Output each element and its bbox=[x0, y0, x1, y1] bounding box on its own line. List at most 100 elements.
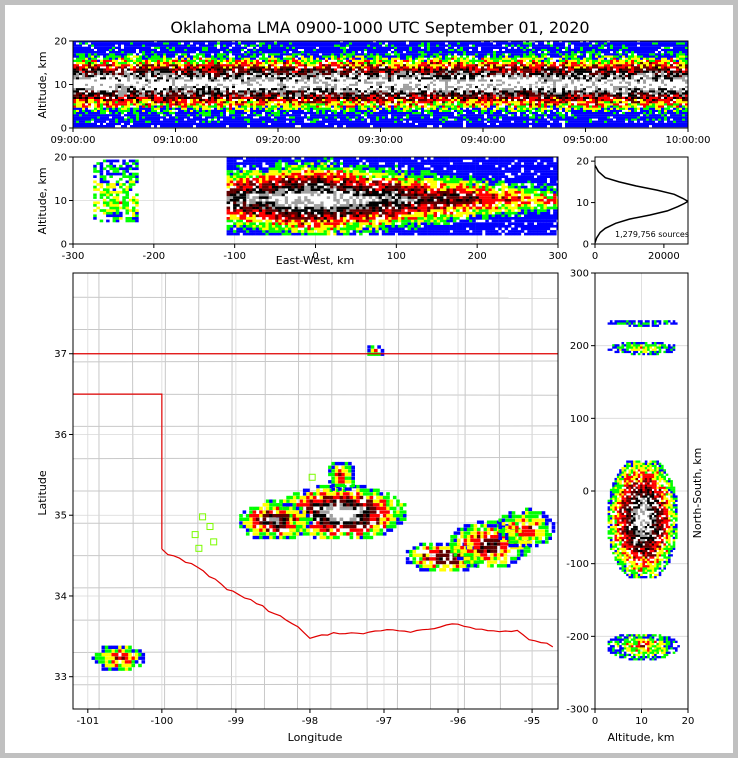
density-cell bbox=[130, 111, 133, 115]
density-cell bbox=[316, 53, 319, 56]
density-cell bbox=[199, 98, 202, 102]
density-cell bbox=[91, 61, 94, 65]
density-cell bbox=[283, 94, 286, 97]
density-cell bbox=[331, 88, 334, 91]
density-cell bbox=[256, 92, 259, 95]
density-cell bbox=[322, 111, 325, 115]
density-cell bbox=[313, 42, 316, 45]
density-cell bbox=[439, 57, 442, 60]
density-cell bbox=[127, 94, 130, 97]
density-cell bbox=[241, 55, 244, 58]
density-cell bbox=[223, 44, 226, 47]
density-cell bbox=[145, 107, 148, 110]
density-cell bbox=[109, 92, 112, 95]
density-cell bbox=[160, 98, 163, 102]
density-cell bbox=[370, 79, 373, 82]
density-cell bbox=[361, 105, 364, 108]
density-cell bbox=[415, 51, 418, 54]
density-cell bbox=[76, 105, 79, 108]
density-cell bbox=[211, 109, 214, 112]
density-cell bbox=[385, 41, 388, 43]
density-cell bbox=[232, 66, 235, 69]
density-cell bbox=[397, 64, 400, 67]
density-cell bbox=[163, 70, 166, 73]
density-cell bbox=[385, 53, 388, 56]
density-cell bbox=[247, 61, 250, 65]
density-cell bbox=[469, 79, 472, 82]
density-cell bbox=[403, 55, 406, 58]
density-cell bbox=[202, 44, 205, 47]
density-cell bbox=[331, 120, 334, 123]
density-cell bbox=[478, 55, 481, 58]
density-cell bbox=[289, 107, 292, 110]
density-cell bbox=[100, 53, 103, 56]
density-cell bbox=[394, 64, 397, 67]
density-cell bbox=[271, 51, 274, 54]
density-cell bbox=[277, 120, 280, 123]
density-cell bbox=[463, 46, 466, 49]
density-cell bbox=[106, 57, 109, 60]
density-cell bbox=[235, 120, 238, 123]
density-cell bbox=[400, 64, 403, 67]
density-cell bbox=[310, 74, 313, 78]
density-cell bbox=[400, 61, 403, 65]
density-cell bbox=[274, 88, 277, 91]
density-cell bbox=[454, 96, 457, 99]
density-cell bbox=[88, 101, 91, 104]
density-cell bbox=[241, 98, 244, 102]
density-cell bbox=[334, 111, 337, 115]
density-cell bbox=[202, 74, 205, 78]
density-cell bbox=[271, 107, 274, 110]
density-cell bbox=[235, 79, 238, 82]
density-cell bbox=[217, 64, 220, 67]
density-cell bbox=[433, 68, 436, 71]
density-cell bbox=[79, 74, 82, 78]
density-cell bbox=[436, 64, 439, 67]
density-cell bbox=[346, 68, 349, 71]
density-cell bbox=[220, 98, 223, 102]
density-cell bbox=[385, 85, 388, 89]
density-cell bbox=[226, 94, 229, 97]
density-cell bbox=[244, 88, 247, 91]
density-cell bbox=[370, 90, 373, 93]
density-cell bbox=[100, 96, 103, 99]
density-cell bbox=[235, 88, 238, 91]
density-cell bbox=[253, 77, 256, 80]
density-cell bbox=[274, 42, 277, 45]
density-cell bbox=[385, 114, 388, 117]
density-cell bbox=[421, 59, 424, 62]
density-cell bbox=[82, 94, 85, 97]
density-cell bbox=[142, 44, 145, 47]
density-cell bbox=[328, 94, 331, 97]
density-cell bbox=[274, 46, 277, 49]
density-cell bbox=[121, 81, 124, 84]
density-cell bbox=[91, 122, 94, 126]
density-cell bbox=[355, 53, 358, 56]
density-cell bbox=[445, 68, 448, 71]
density-cell bbox=[358, 120, 361, 123]
density-cell bbox=[139, 44, 142, 47]
density-cell bbox=[376, 53, 379, 56]
density-cell bbox=[223, 116, 226, 119]
density-cell bbox=[442, 51, 445, 54]
density-cell bbox=[118, 90, 121, 93]
density-cell bbox=[478, 125, 481, 128]
density-cell bbox=[316, 96, 319, 99]
density-cell bbox=[289, 105, 292, 108]
density-cell bbox=[463, 94, 466, 97]
density-cell bbox=[193, 114, 196, 117]
density-cell bbox=[433, 107, 436, 110]
density-cell bbox=[301, 74, 304, 78]
density-cell bbox=[247, 53, 250, 56]
density-cell bbox=[133, 79, 136, 82]
density-cell bbox=[88, 105, 91, 108]
density-cell bbox=[331, 85, 334, 89]
density-cell bbox=[334, 81, 337, 84]
density-cell bbox=[268, 118, 271, 121]
density-cell bbox=[112, 116, 115, 119]
density-cell bbox=[133, 77, 136, 80]
density-cell bbox=[145, 114, 148, 117]
density-cell bbox=[259, 48, 262, 52]
density-cell bbox=[400, 116, 403, 119]
density-cell bbox=[316, 70, 319, 73]
